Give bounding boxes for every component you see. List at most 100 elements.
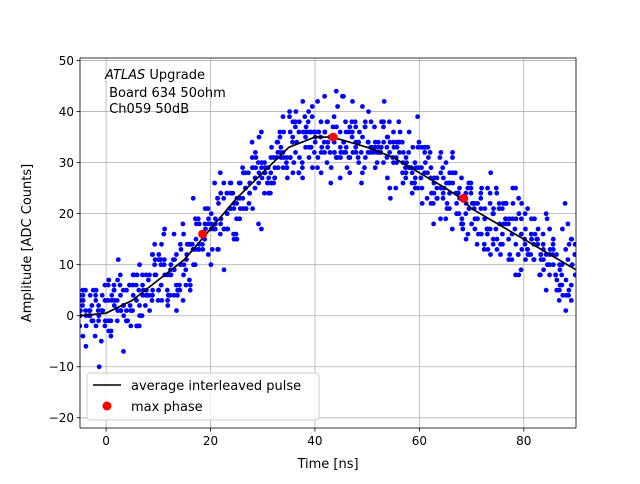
- sample-point: [230, 190, 236, 196]
- sample-point: [556, 298, 562, 303]
- sample-point: [89, 318, 95, 324]
- sample-point: [559, 282, 565, 288]
- legend-label-max-phase: max phase: [131, 400, 203, 415]
- sample-point: [221, 195, 227, 201]
- sample-point: [209, 247, 215, 252]
- sample-point: [325, 139, 331, 145]
- sample-point: [318, 150, 324, 155]
- sample-point: [560, 292, 566, 298]
- sample-point: [491, 211, 496, 217]
- sample-point: [488, 170, 494, 176]
- sample-point: [503, 216, 509, 222]
- sample-point: [149, 298, 155, 303]
- sample-point: [130, 292, 136, 298]
- sample-point: [387, 185, 393, 191]
- sample-point: [430, 201, 436, 206]
- sample-point: [525, 247, 531, 252]
- sample-point: [440, 165, 446, 171]
- sample-point: [124, 308, 129, 313]
- sample-point: [271, 180, 276, 186]
- sample-point: [568, 298, 574, 303]
- sample-point: [485, 231, 490, 237]
- x-tick-label: 60: [412, 434, 427, 448]
- sample-point: [249, 155, 255, 160]
- sample-point: [297, 155, 302, 160]
- sample-point: [415, 185, 421, 191]
- sample-point: [114, 298, 120, 303]
- sample-point: [80, 323, 83, 329]
- x-axis-label: Time [ns]: [296, 457, 358, 472]
- sample-point: [474, 216, 480, 222]
- sample-point: [387, 119, 392, 125]
- sample-point: [360, 134, 365, 140]
- sample-point: [424, 144, 430, 150]
- sample-point: [278, 144, 284, 150]
- sample-point: [146, 292, 152, 298]
- max-phase-point: [328, 132, 338, 142]
- sample-point: [347, 124, 353, 130]
- sample-point: [290, 134, 296, 140]
- axis-ticks: 0 20 40 60 80 −20 −10 0 10 20 30 40 50: [49, 54, 532, 448]
- sample-point: [343, 150, 349, 155]
- sample-point: [290, 139, 295, 145]
- sample-point: [310, 165, 315, 171]
- sample-point: [105, 282, 111, 288]
- sample-point: [147, 272, 152, 278]
- sample-point: [140, 272, 145, 278]
- sample-point: [299, 160, 305, 166]
- sample-point: [397, 150, 402, 155]
- sample-point: [353, 144, 359, 150]
- sample-point: [523, 257, 528, 262]
- sample-point: [125, 318, 131, 324]
- sample-point: [106, 277, 112, 283]
- sample-point: [190, 241, 195, 247]
- sample-point: [161, 231, 167, 237]
- sample-point: [246, 170, 251, 176]
- sample-point: [316, 129, 322, 135]
- sample-point: [481, 247, 487, 252]
- sample-point: [491, 206, 496, 212]
- sample-point: [381, 124, 386, 130]
- sample-point: [159, 298, 165, 303]
- sample-point: [437, 155, 443, 160]
- sample-point: [109, 292, 115, 298]
- sample-point: [488, 252, 493, 257]
- sample-point: [89, 303, 95, 308]
- sample-point: [507, 252, 513, 257]
- plot-area: [80, 88, 576, 370]
- sample-point: [221, 267, 227, 273]
- sample-point: [559, 262, 565, 268]
- sample-point: [228, 180, 234, 186]
- sample-point: [541, 257, 546, 262]
- sample-point: [472, 226, 478, 232]
- sample-point: [496, 201, 502, 206]
- sample-point: [444, 201, 450, 206]
- sample-point: [252, 185, 258, 191]
- sample-point: [259, 165, 264, 171]
- sample-point: [99, 308, 105, 313]
- sample-point: [525, 206, 530, 212]
- sample-point: [532, 231, 538, 237]
- sample-point: [332, 150, 337, 155]
- y-tick-label: 30: [59, 156, 74, 170]
- sample-point: [83, 323, 89, 329]
- sample-point: [87, 292, 93, 298]
- sample-point: [249, 139, 255, 145]
- sample-point: [463, 211, 469, 217]
- sample-point: [562, 201, 568, 206]
- sample-point: [165, 298, 171, 303]
- sample-point: [346, 129, 352, 135]
- sample-point: [321, 139, 327, 145]
- sample-point: [403, 175, 409, 181]
- sample-point: [108, 333, 114, 339]
- y-tick-label: −20: [49, 411, 74, 425]
- sample-point: [563, 277, 569, 283]
- sample-point: [510, 216, 515, 222]
- sample-point: [426, 155, 431, 160]
- sample-point: [175, 292, 180, 298]
- y-tick-label: 10: [59, 258, 74, 272]
- sample-point: [557, 267, 563, 273]
- sample-point: [397, 129, 403, 135]
- sample-point: [494, 247, 500, 252]
